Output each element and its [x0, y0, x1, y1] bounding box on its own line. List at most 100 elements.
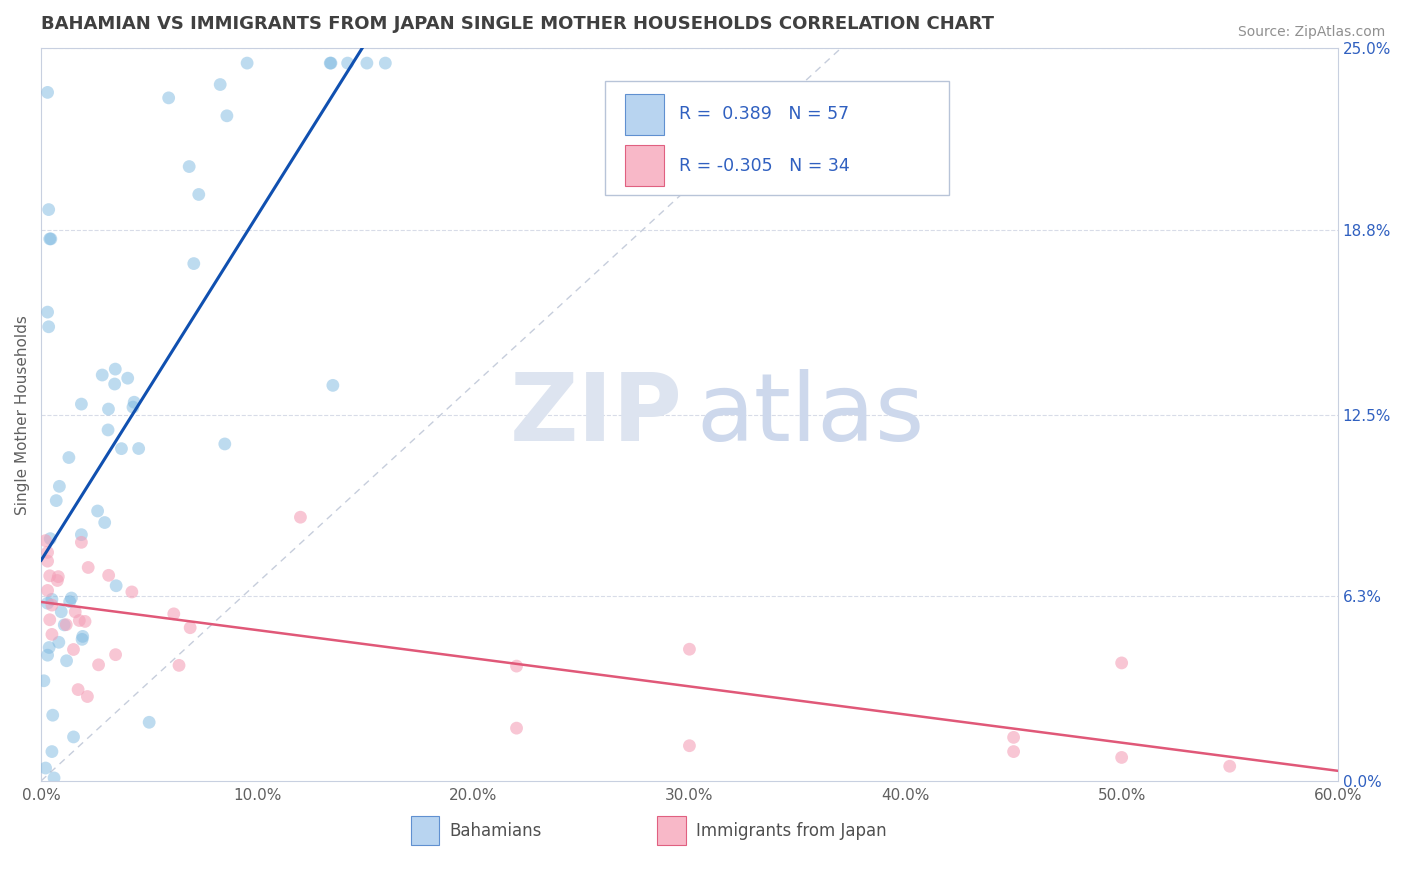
Point — [58, 450, 80, 465]
Bar — [605, 81, 949, 195]
Point — [678, 642, 700, 657]
Point — [105, 579, 128, 593]
Point — [214, 437, 236, 451]
Point — [183, 256, 205, 270]
Point — [38, 202, 60, 217]
Point — [76, 690, 98, 704]
Point — [60, 591, 83, 605]
Point — [236, 56, 259, 70]
Point — [37, 545, 59, 559]
Point — [62, 730, 84, 744]
Point — [319, 56, 342, 70]
Point — [678, 739, 700, 753]
Point — [38, 319, 60, 334]
Point — [41, 708, 63, 723]
Point — [97, 402, 120, 417]
Point — [46, 569, 69, 583]
Point — [34, 761, 56, 775]
Text: ZIP: ZIP — [510, 368, 683, 460]
Point — [55, 654, 77, 668]
Point — [37, 583, 59, 598]
Point — [48, 635, 70, 649]
Point — [122, 395, 145, 409]
Point — [356, 56, 378, 70]
Point — [70, 527, 93, 541]
Point — [104, 377, 127, 392]
Point — [62, 642, 84, 657]
Point — [322, 378, 344, 392]
Point — [67, 682, 90, 697]
Point — [37, 86, 59, 100]
Point — [37, 648, 59, 663]
Text: Bahamians: Bahamians — [450, 822, 541, 839]
Bar — [624, 95, 664, 135]
Point — [1002, 745, 1025, 759]
Point — [38, 613, 60, 627]
Point — [505, 721, 527, 735]
Point — [38, 232, 60, 246]
Point — [38, 569, 60, 583]
Bar — [411, 816, 439, 846]
Point — [87, 657, 110, 672]
Point — [41, 598, 63, 612]
Point — [39, 532, 62, 546]
Point — [290, 510, 312, 524]
Point — [97, 423, 120, 437]
Point — [38, 640, 60, 655]
Point — [91, 368, 114, 382]
Point — [138, 715, 160, 730]
Y-axis label: Single Mother Households: Single Mother Households — [15, 315, 30, 515]
Text: Immigrants from Japan: Immigrants from Japan — [696, 822, 887, 839]
Point — [97, 568, 120, 582]
Point — [72, 629, 94, 643]
Point — [505, 659, 527, 673]
Point — [59, 594, 82, 608]
Point — [70, 535, 93, 549]
Text: R = -0.305   N = 34: R = -0.305 N = 34 — [679, 157, 849, 175]
Point — [1219, 759, 1241, 773]
Point — [86, 504, 108, 518]
Point — [128, 442, 150, 456]
Point — [37, 554, 59, 568]
Point — [65, 605, 87, 619]
Point — [77, 560, 100, 574]
Point — [336, 56, 359, 70]
Point — [41, 592, 63, 607]
Point — [42, 771, 65, 785]
Point — [70, 632, 93, 647]
Point — [37, 596, 59, 610]
Point — [104, 648, 127, 662]
Point — [32, 673, 55, 688]
Bar — [624, 145, 664, 186]
Text: Source: ZipAtlas.com: Source: ZipAtlas.com — [1237, 25, 1385, 39]
Point — [53, 618, 76, 632]
Point — [46, 574, 69, 588]
Point — [167, 658, 190, 673]
Point — [117, 371, 139, 385]
Point — [67, 614, 90, 628]
Point — [319, 56, 342, 70]
Point — [70, 397, 93, 411]
Point — [1111, 750, 1133, 764]
Point — [93, 516, 115, 530]
Point — [122, 400, 145, 414]
Point — [179, 621, 201, 635]
Point — [41, 627, 63, 641]
Text: atlas: atlas — [696, 368, 924, 460]
Bar — [657, 816, 686, 846]
Point — [209, 78, 232, 92]
Point — [51, 605, 73, 619]
Text: R =  0.389   N = 57: R = 0.389 N = 57 — [679, 105, 849, 123]
Point — [215, 109, 238, 123]
Point — [39, 232, 62, 246]
Point — [73, 615, 96, 629]
Point — [1002, 731, 1025, 745]
Point — [55, 617, 77, 632]
Point — [110, 442, 132, 456]
Point — [37, 305, 59, 319]
Text: BAHAMIAN VS IMMIGRANTS FROM JAPAN SINGLE MOTHER HOUSEHOLDS CORRELATION CHART: BAHAMIAN VS IMMIGRANTS FROM JAPAN SINGLE… — [41, 15, 994, 33]
Point — [48, 479, 70, 493]
Point — [187, 187, 209, 202]
Point — [163, 607, 186, 621]
Point — [374, 56, 396, 70]
